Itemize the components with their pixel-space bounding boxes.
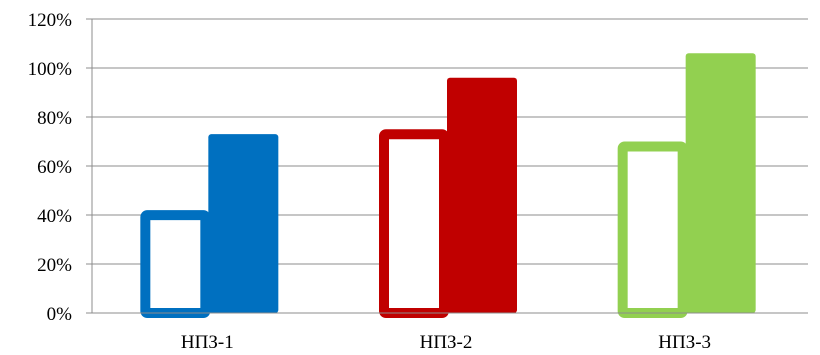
y-tick-label: 40% [37, 206, 72, 227]
bar-outline-1 [140, 210, 211, 319]
y-tick-label: 120% [28, 10, 73, 31]
y-tick-label: 0% [47, 304, 73, 325]
bar-filled-1 [208, 134, 279, 313]
x-tick-label: НПЗ-1 [181, 332, 234, 353]
bar-filled-3 [685, 53, 756, 314]
bars [140, 53, 756, 319]
y-tick-label: 100% [28, 59, 73, 80]
bar-outline-3 [617, 141, 688, 318]
y-tick-label: 60% [37, 157, 72, 178]
x-tick-label: НПЗ-2 [420, 332, 473, 353]
x-axis-labels: НПЗ-1 НПЗ-2 НПЗ-3 [181, 332, 711, 353]
x-tick-label: НПЗ-3 [658, 332, 711, 353]
bar-outline-2 [379, 129, 449, 318]
y-tick-label: 20% [37, 255, 72, 276]
bar-filled-2 [447, 77, 517, 313]
y-tick-label: 80% [37, 108, 72, 129]
y-axis-ticks: 0% 20% 40% 60% 80% 100% 120% [28, 10, 73, 325]
